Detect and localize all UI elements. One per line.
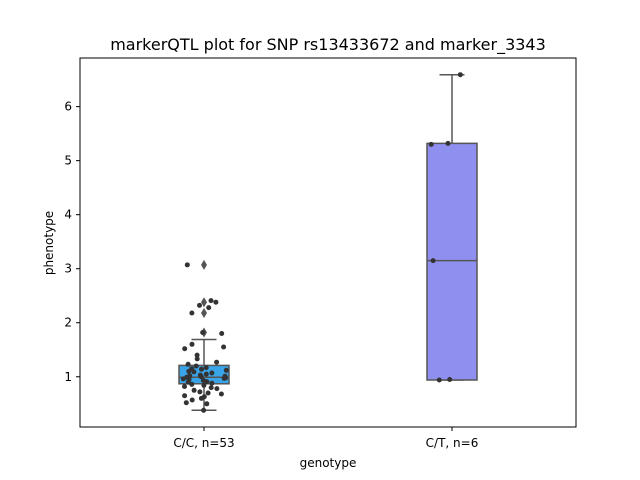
data-point [214,386,220,392]
data-point [189,310,195,316]
data-point [223,367,229,373]
data-point [189,366,195,372]
data-point [197,372,203,378]
data-point [189,341,195,347]
data-point [222,373,228,379]
chart-title: markerQTL plot for SNP rs13433672 and ma… [110,35,546,55]
data-point [214,359,220,365]
data-point [199,366,204,372]
data-point [189,397,195,403]
data-point [219,331,225,336]
outlier-marker [201,297,207,308]
y-tick-label: 3 [64,262,72,276]
y-tick-label: 2 [64,316,72,330]
y-tick-label: 6 [64,100,72,114]
x-axis-label: genotype [300,456,357,470]
data-point [201,394,207,400]
data-point [436,377,442,383]
data-point [213,299,219,305]
data-point [203,371,209,377]
data-point [200,330,206,335]
data-point [194,352,200,358]
data-point [205,390,211,396]
data-point [430,258,436,264]
data-point [445,140,451,146]
data-point [201,382,207,388]
data-point [428,141,434,147]
data-point [182,393,188,399]
y-tick-label: 4 [64,208,72,222]
data-point [187,373,193,379]
x-tick-label: C/C, n=53 [173,436,234,450]
data-point [191,387,197,393]
data-point [209,370,215,376]
data-point [206,305,212,311]
data-point [447,377,453,382]
data-point [457,72,463,78]
y-tick-label: 1 [64,370,72,384]
data-point [182,346,188,352]
data-point [209,380,215,386]
data-point [194,356,200,362]
y-axis-label: phenotype [42,211,56,275]
data-point [197,302,202,308]
x-axis: C/C, n=53 C/T, n=6 [173,427,478,450]
data-point [204,401,210,407]
y-axis: 1 2 3 4 5 6 [64,100,80,384]
data-point [197,389,203,395]
data-point [182,384,187,389]
data-point [221,344,227,350]
outlier-marker [201,259,207,270]
data-point [185,361,191,367]
data-point [193,363,199,369]
outlier-marker [201,308,207,319]
data-point [218,391,224,397]
x-tick-label: C/T, n=6 [426,436,479,450]
data-point [208,385,214,391]
data-point [200,378,206,383]
plot-area [79,57,577,428]
data-point [201,407,207,413]
data-point [208,298,214,304]
data-point [203,365,209,371]
data-point [184,262,190,268]
data-point [183,400,189,406]
axes-frame [79,57,577,428]
y-tick-label: 5 [64,154,72,168]
